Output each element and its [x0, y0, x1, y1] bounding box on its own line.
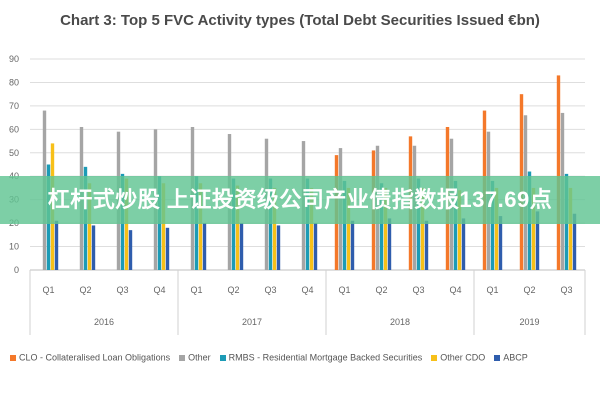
- legend-item: Other CDO: [431, 352, 485, 363]
- x-tick-label: Q2: [523, 285, 535, 295]
- x-group-label: 2017: [242, 317, 262, 327]
- bar: [305, 178, 310, 270]
- x-tick-label: Q4: [449, 285, 461, 295]
- chart-legend: CLO - Collateralised Loan Obligations Oth…: [10, 352, 600, 370]
- y-tick-label: 90: [9, 54, 19, 64]
- y-tick-label: 50: [9, 148, 19, 158]
- bars: [42, 75, 577, 271]
- bar: [91, 225, 96, 270]
- x-tick-label: Q1: [486, 285, 498, 295]
- bar: [239, 223, 244, 270]
- x-group-label: 2018: [390, 317, 410, 327]
- x-axis-tick-labels: Q1 Q2 Q3 Q4 Q1 Q2 Q3 Q4 Q1 Q2 Q3 Q4 Q1 Q2 Q3: [42, 285, 572, 295]
- x-tick-label: Q2: [375, 285, 387, 295]
- chart-title: Chart 3: Top 5 FVC Activity types (Total…: [60, 12, 540, 29]
- bar: [387, 218, 392, 270]
- x-tick-label: Q3: [264, 285, 276, 295]
- bar: [87, 183, 92, 270]
- x-tick-label: Q1: [338, 285, 350, 295]
- bar: [490, 180, 495, 270]
- y-tick-label: 60: [9, 124, 19, 134]
- bar: [309, 187, 314, 270]
- bar: [494, 187, 499, 270]
- x-tick-label: Q4: [301, 285, 313, 295]
- bar: [535, 211, 540, 270]
- bar: [272, 187, 277, 270]
- bar: [350, 220, 355, 270]
- x-axis-year-labels: 2016 2017 2018 2019: [29, 270, 586, 335]
- y-axis-tick-labels: 0102030405060708090: [9, 54, 19, 275]
- bar: [161, 183, 166, 270]
- x-tick-label: Q2: [227, 285, 239, 295]
- bar: [276, 225, 281, 270]
- bar: [416, 178, 421, 270]
- legend-item: ABCP: [494, 352, 528, 363]
- legend-label: Other CDO: [440, 352, 486, 363]
- x-tick-label: Q1: [42, 285, 54, 295]
- x-tick-label: Q3: [116, 285, 128, 295]
- legend-item: CLO - Collateralised Loan Obligations: [10, 352, 170, 363]
- bar: [198, 183, 203, 270]
- y-tick-label: 70: [9, 101, 19, 111]
- x-group-label: 2016: [94, 317, 114, 327]
- bar: [461, 218, 466, 270]
- bar: [128, 230, 133, 270]
- bar: [268, 178, 273, 270]
- x-tick-label: Q3: [560, 285, 572, 295]
- x-tick-label: Q2: [79, 285, 91, 295]
- bar: [383, 187, 388, 270]
- bar: [457, 190, 462, 270]
- bar: [556, 75, 561, 271]
- bar: [498, 216, 503, 270]
- y-tick-label: 0: [14, 265, 19, 275]
- x-group-label: 2019: [519, 317, 539, 327]
- legend-item: RMBS - Residential Mortgage Backed Secur…: [219, 352, 423, 363]
- y-tick-label: 80: [9, 77, 19, 87]
- legend-swatch: [179, 354, 186, 361]
- legend-swatch: [10, 354, 16, 361]
- legend-label: CLO - Collateralised Loan Obligations: [19, 352, 171, 363]
- bar: [313, 223, 318, 270]
- bar: [453, 180, 458, 270]
- bar: [531, 187, 536, 270]
- legend-swatch: [431, 354, 438, 361]
- bar: [202, 223, 207, 270]
- bar: [379, 183, 384, 270]
- bar: [235, 185, 240, 270]
- y-tick-label: 10: [9, 242, 19, 252]
- legend-swatch: [494, 354, 501, 361]
- legend-swatch: [219, 354, 226, 361]
- bar: [231, 178, 236, 270]
- bar: [420, 187, 425, 270]
- x-tick-label: Q4: [153, 285, 165, 295]
- bar: [124, 178, 129, 270]
- bar: [342, 180, 347, 270]
- bar: [346, 187, 351, 270]
- bar: [424, 220, 429, 270]
- bar: [54, 220, 59, 270]
- bar: [568, 187, 573, 270]
- x-tick-label: Q3: [412, 285, 424, 295]
- legend-item: Other: [179, 352, 211, 363]
- overlay-banner: 杠杆式炒股 上证投资级公司产业债指数报137.69点: [0, 176, 600, 224]
- x-tick-label: Q1: [190, 285, 202, 295]
- bar: [572, 213, 577, 270]
- legend-label: Other: [188, 352, 211, 363]
- legend-label: RMBS - Residential Mortgage Backed Secur…: [228, 352, 423, 363]
- legend-label: ABCP: [503, 352, 528, 363]
- bar: [165, 227, 170, 270]
